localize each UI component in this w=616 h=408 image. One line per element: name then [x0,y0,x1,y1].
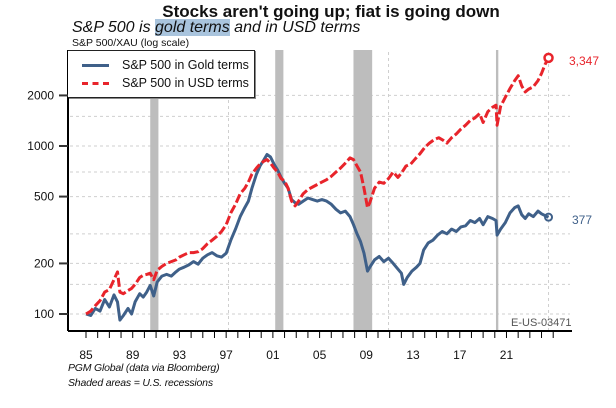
footer-note: Shaded areas = U.S. recessions [68,377,213,389]
end-marker-gold [544,212,554,222]
y-tick-label: 1000 [27,139,54,153]
recession-band [353,50,373,331]
chart-id: E-US-03471 [511,317,572,329]
recession-band [275,50,284,331]
end-marker-usd [543,52,554,64]
recession-band [150,50,159,331]
x-tick-label: 93 [173,348,187,362]
recession-band [495,50,499,331]
x-tick-label: 09 [360,348,374,362]
y-tick-label: 500 [34,190,54,204]
x-tick-label: 05 [313,348,327,362]
y-tick-label: 2000 [27,88,54,102]
recession-bands [150,50,499,331]
y-tick-label: 200 [34,256,54,270]
y-tick-label: 100 [34,307,54,321]
x-tick-label: 13 [406,348,420,362]
x-tick-label: 01 [266,348,280,362]
legend-label-gold: S&P 500 in Gold terms [122,58,249,72]
legend: S&P 500 in Gold terms S&P 500 in USD ter… [68,50,255,98]
subtitle-prefix: S&P 500 is [72,19,156,36]
x-tick-label: 97 [219,348,233,362]
y-axis-label: S&P 500/XAU (log scale) [72,37,190,49]
x-tick-label: 89 [126,348,140,362]
chart-title-text: Stocks aren't going up; fiat is going do… [162,2,500,21]
legend-swatch-gold [82,63,109,67]
legend-item-gold: S&P 500 in Gold terms [82,58,249,72]
x-tick-label: 17 [453,348,467,362]
series-line-usd [85,57,550,316]
x-tick-label: 85 [79,348,93,362]
legend-label-usd: S&P 500 in USD terms [122,76,249,90]
series-lines [85,52,554,322]
footer-source: PGM Global (data via Bloomberg) [68,362,220,374]
subtitle-highlight: gold terms [155,19,230,36]
subtitle-suffix: and in USD terms [229,19,361,36]
legend-item-usd: S&P 500 in USD terms [82,76,249,90]
legend-swatch-usd [82,81,109,85]
chart-title: Stocks aren't going up; fiat is going do… [0,2,616,22]
end-value-label-usd: 3,347 [569,54,600,68]
x-tick-label: 21 [500,348,514,362]
series-line-gold [85,153,550,322]
end-value-label-gold: 377 [572,213,593,227]
chart-subtitle: S&P 500 is gold terms and in USD terms [72,19,360,37]
